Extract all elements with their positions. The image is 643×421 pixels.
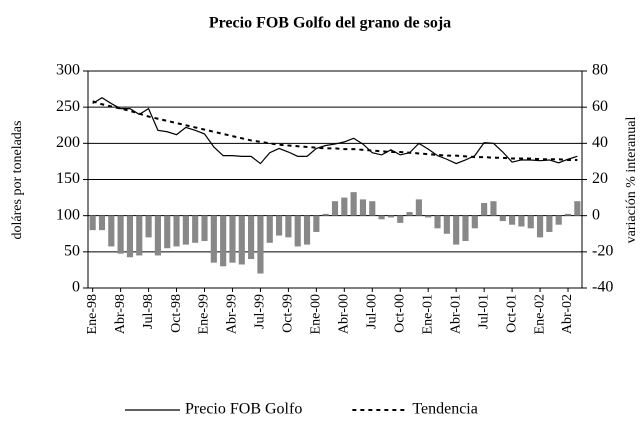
legend-label: Tendencia [412,401,478,418]
y-axis-label: doláres por toneladas [10,121,25,240]
bar [453,215,460,245]
bar [462,215,469,241]
bar [192,215,199,243]
bar [536,215,544,238]
bar [369,201,376,216]
bar [89,215,96,231]
y-tick-label: 150 [56,170,80,187]
x-tick-label: Ene-98 [85,294,100,334]
bar [154,215,161,256]
bar [98,215,106,231]
bar [257,215,264,274]
bar [164,215,171,249]
line [92,100,578,161]
bar [387,215,395,218]
bar [285,215,292,238]
bar [425,215,432,218]
x-tick-label: Ene-99 [197,294,212,334]
x-tick-label: Ene-01 [420,294,435,334]
x-tick-label: Ene-02 [532,294,547,334]
bar [303,215,311,245]
bar [490,201,497,216]
bar [331,201,339,216]
bar [378,215,385,220]
bar [359,199,367,216]
x-tick-label: Oct-00 [392,294,407,333]
bar [527,215,534,229]
bar [294,215,301,247]
bar [406,212,413,216]
bar [182,215,189,245]
bar [322,213,329,216]
y2-tick-label: -20 [592,243,613,260]
bar [313,215,320,232]
x-tick-label: Jul-01 [476,294,491,329]
line [92,97,578,165]
bar [574,201,581,216]
y-tick-label: 200 [56,134,80,151]
bar [220,215,227,267]
bar [136,215,143,256]
bar [126,215,134,258]
bar [415,199,422,216]
y2-tick-label: 20 [592,170,608,187]
y2-tick-label: 80 [592,62,608,79]
bar [555,215,562,225]
x-tick-label: Jul-99 [253,294,268,329]
x-tick-label: Oct-98 [169,294,184,333]
bar [481,203,488,216]
bar [210,215,217,263]
x-tick-label: Abr-01 [448,294,463,334]
bar [499,215,506,222]
x-tick-label: Abr-02 [560,294,575,334]
y-tick-label: 100 [56,206,80,223]
y2-axis-label: variación % interanual [624,117,639,244]
bar [108,215,115,247]
y-tick-label: 0 [72,279,80,296]
bar [145,215,152,238]
bar [471,215,478,229]
x-tick-label: Jul-00 [365,294,380,329]
y2-tick-label: 0 [592,206,600,223]
bar [564,213,572,216]
bar [509,215,516,225]
y-tick-label: 250 [56,98,80,115]
x-tick-label: Jul-98 [141,294,156,329]
y-tick-label: 50 [64,243,80,260]
bar [275,215,283,236]
bar [229,215,236,263]
bar [173,215,180,247]
bar [518,215,525,227]
bar [201,215,208,241]
legend-label: Precio FOB Golfo [185,401,302,418]
bar [434,215,441,229]
x-tick-label: Abr-99 [225,294,240,334]
y2-tick-label: 60 [592,98,608,115]
bar [443,215,450,234]
y2-tick-label: 40 [592,134,608,151]
y2-tick-label: -40 [592,279,613,296]
bar [248,215,255,260]
bar [266,215,273,243]
bar [117,215,124,254]
x-tick-label: Oct-01 [504,294,519,333]
x-tick-label: Abr-98 [113,294,128,334]
bar [546,215,553,232]
bar [350,192,357,216]
bar [341,197,348,216]
chart-title: Precio FOB Golfo del grano de soja [209,15,451,32]
bar [397,215,404,223]
x-tick-label: Ene-00 [309,294,324,334]
x-tick-label: Abr-00 [337,294,352,334]
x-tick-label: Oct-99 [281,294,296,333]
bar [238,215,245,265]
y-tick-label: 300 [56,62,80,79]
